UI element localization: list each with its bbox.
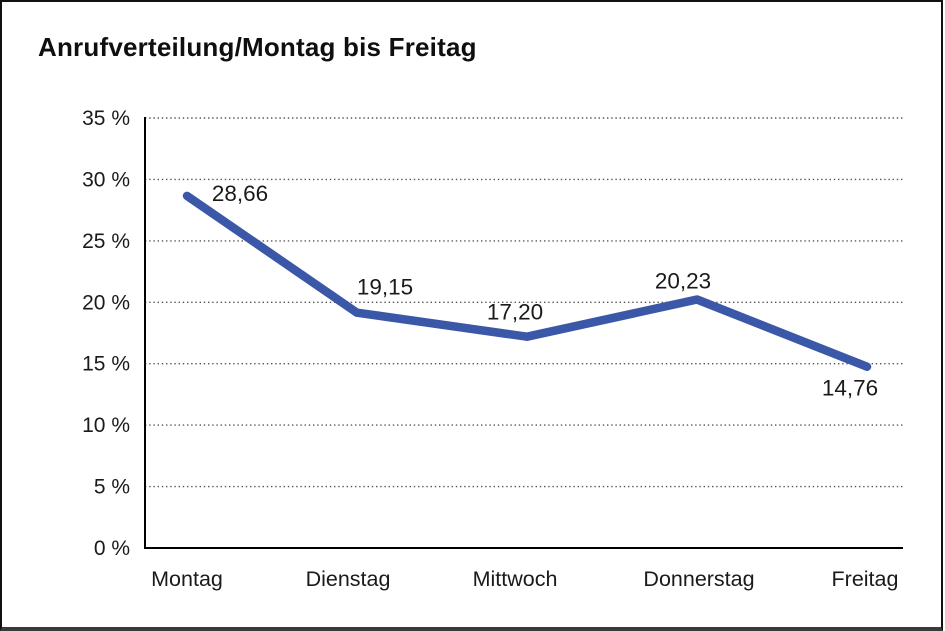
- y-tick-label: 35 %: [82, 107, 130, 130]
- y-tick-label: 20 %: [82, 291, 130, 314]
- x-tick-labels: Montag Dienstag Mittwoch Donnerstag Freitag: [151, 567, 898, 591]
- y-tick-label: 0 %: [94, 537, 130, 560]
- chart-title: Anrufverteilung/Montag bis Freitag: [38, 32, 477, 62]
- series-group: [182, 191, 872, 371]
- y-tick-label: 30 %: [82, 168, 130, 191]
- point-label: 28,66: [212, 181, 268, 206]
- x-tick-label: Freitag: [832, 567, 899, 591]
- y-tick-label: 5 %: [94, 476, 130, 499]
- point-label: 20,23: [655, 269, 711, 294]
- y-tick-labels: 0 % 5 % 10 % 15 % 20 % 25 % 30 % 35 %: [82, 107, 130, 560]
- y-tick-label: 15 %: [82, 353, 130, 376]
- series-line: [182, 191, 872, 371]
- gridlines: [145, 117, 903, 488]
- point-label: 17,20: [487, 300, 543, 325]
- y-tick-label: 10 %: [82, 414, 130, 437]
- point-label: 14,76: [822, 376, 878, 401]
- x-tick-label: Montag: [151, 567, 223, 591]
- x-tick-label: Dienstag: [306, 567, 391, 591]
- x-tick-label: Mittwoch: [473, 567, 558, 591]
- y-tick-label: 25 %: [82, 230, 130, 253]
- point-label: 19,15: [357, 275, 413, 300]
- x-tick-label: Donnerstag: [643, 567, 754, 591]
- point-labels: 28,66 19,15 17,20 20,23 14,76: [212, 181, 878, 401]
